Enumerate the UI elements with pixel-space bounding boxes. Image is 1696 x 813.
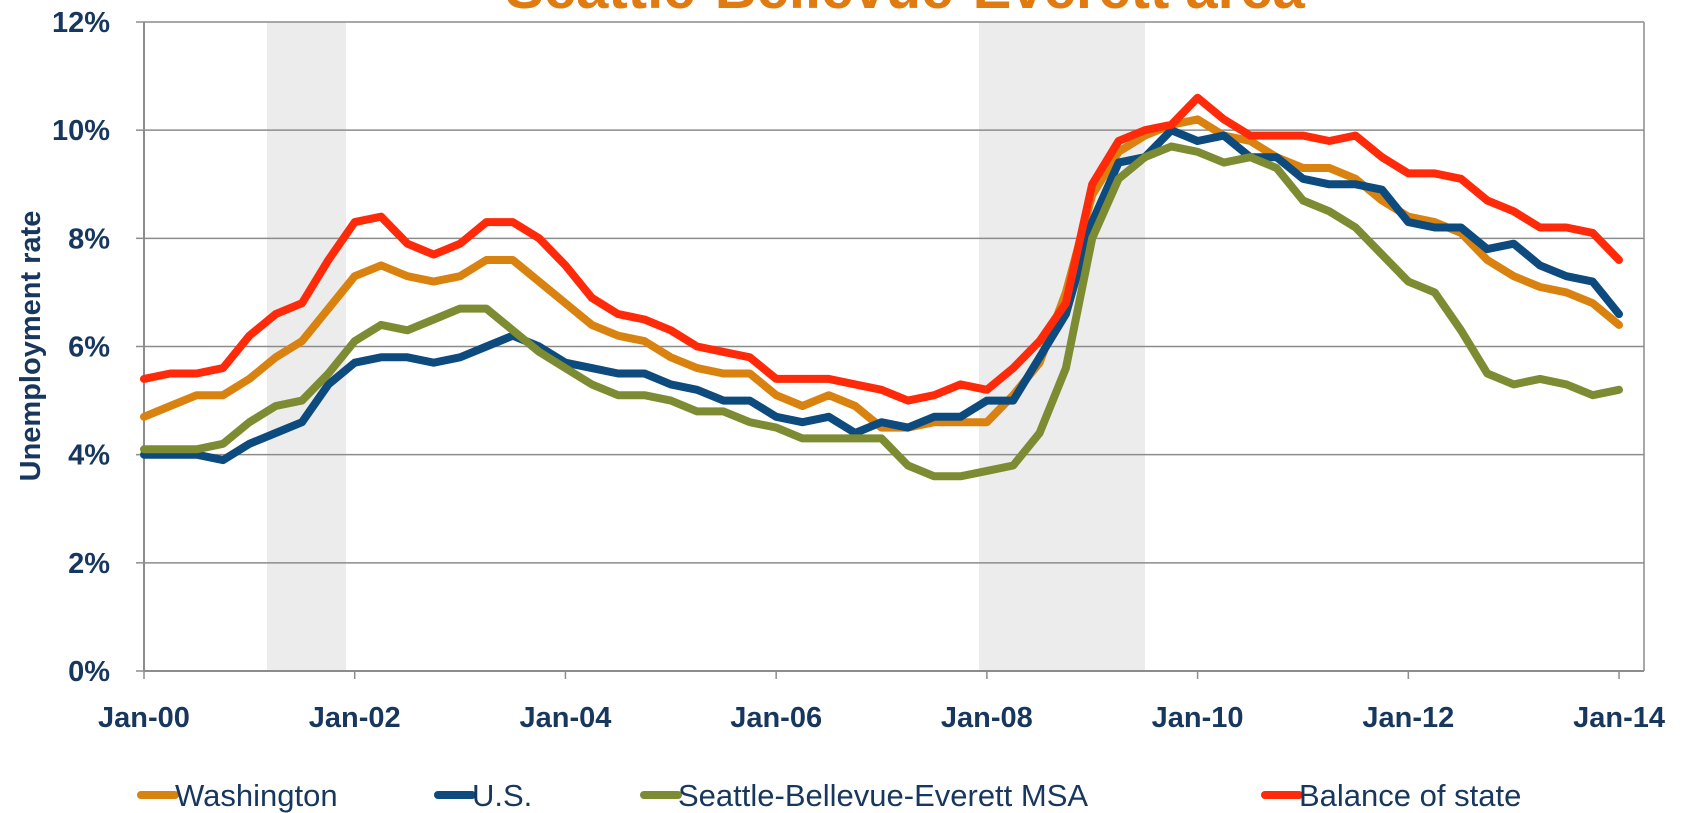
x-tick-label: Jan-08 xyxy=(941,702,1033,734)
y-tick-label: 6% xyxy=(68,332,110,364)
x-tick-label: Jan-06 xyxy=(730,702,822,734)
y-axis-label: Unemployment rate xyxy=(15,211,47,482)
x-tick-label: Jan-00 xyxy=(98,702,190,734)
chart-title: Seattle-Bellevue-Everett area xyxy=(505,0,1305,21)
y-tick-label: 12% xyxy=(52,7,110,39)
x-tick-label: Jan-14 xyxy=(1573,702,1665,734)
y-tick-label: 0% xyxy=(68,656,110,688)
legend-label: U.S. xyxy=(472,778,532,813)
x-tick-label: Jan-12 xyxy=(1362,702,1454,734)
x-tick-label: Jan-10 xyxy=(1152,702,1244,734)
series-line xyxy=(140,93,1623,405)
y-tick-label: 2% xyxy=(68,548,110,580)
legend-label: Washington xyxy=(175,778,338,813)
series-line xyxy=(140,126,1623,465)
x-tick-label: Jan-04 xyxy=(519,702,611,734)
series-line xyxy=(140,142,1623,481)
x-tick-label: Jan-02 xyxy=(309,702,401,734)
y-tick-label: 4% xyxy=(68,440,110,472)
series-line xyxy=(140,115,1623,432)
legend-label: Seattle-Bellevue-Everett MSA xyxy=(678,778,1088,813)
y-tick-label: 10% xyxy=(52,115,110,147)
legend-label: Balance of state xyxy=(1299,778,1521,813)
y-tick-label: 8% xyxy=(68,223,110,255)
